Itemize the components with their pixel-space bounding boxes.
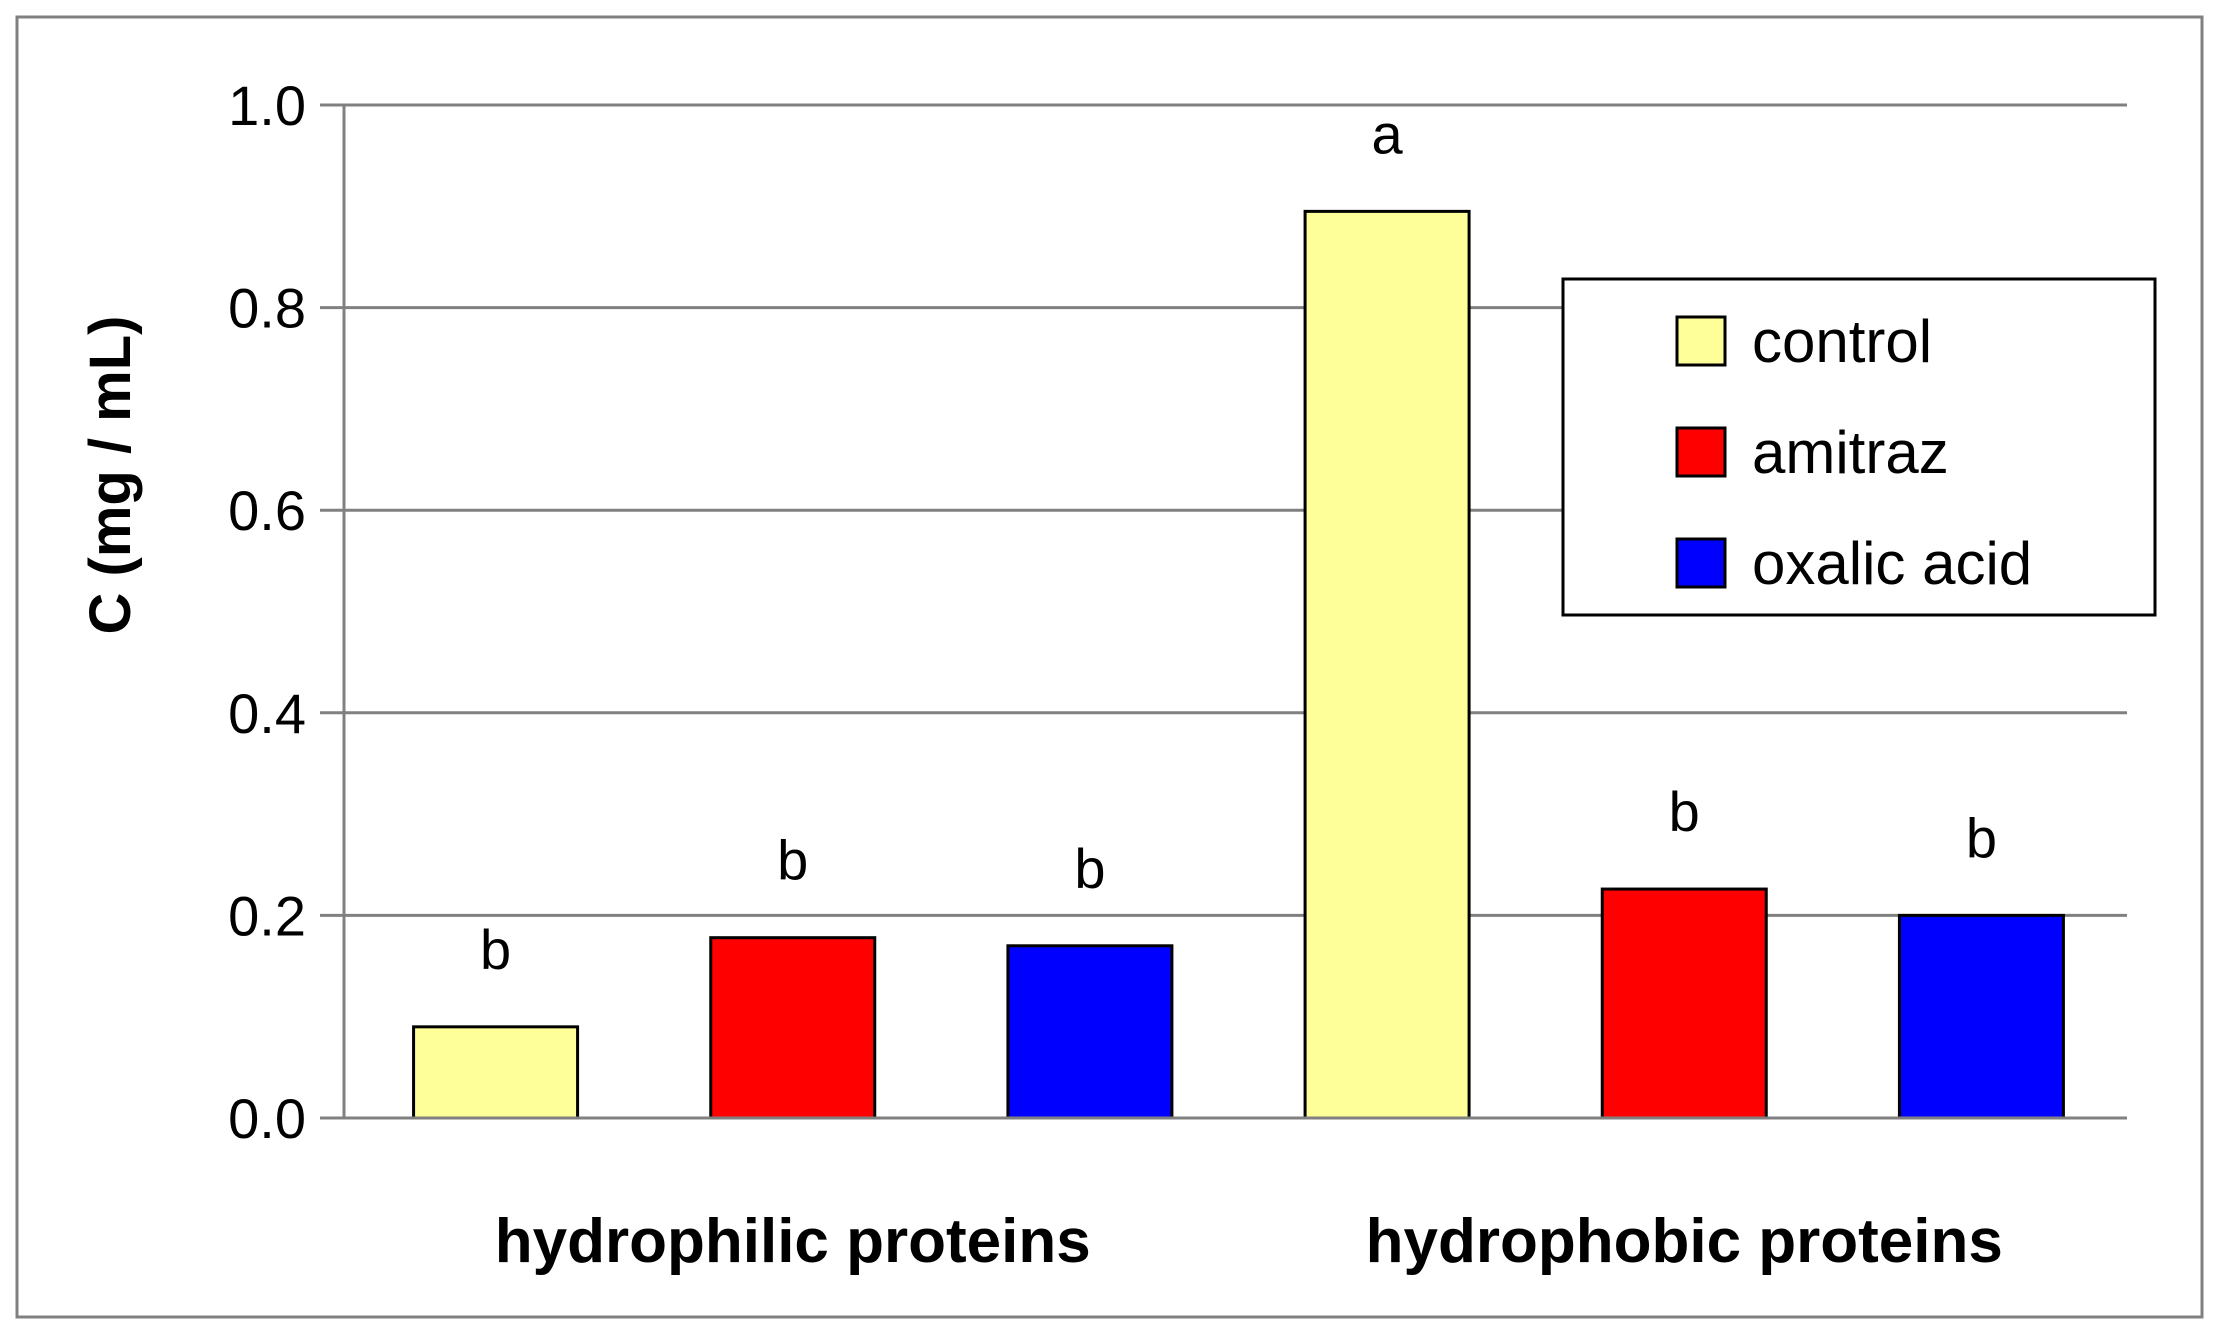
- y-tick-label: 0.2: [228, 884, 306, 947]
- legend-swatch: [1675, 426, 1727, 478]
- significance-label: b: [480, 918, 511, 981]
- y-tick-label: 0.6: [228, 479, 306, 542]
- legend-swatch: [1675, 537, 1727, 589]
- bar: [1897, 913, 2065, 1120]
- y-tick-label: 0.4: [228, 682, 306, 745]
- x-category-label: hydrophobic proteins: [1366, 1207, 2003, 1276]
- bar: [1600, 887, 1768, 1120]
- bars: b b b a b b: [412, 102, 2065, 1120]
- bar: [709, 936, 877, 1120]
- significance-label: b: [1669, 780, 1700, 843]
- axes: 0.0 0.2 0.4 0.6 0.8 1.0 hydrophilic proteins hy…: [228, 74, 2127, 1276]
- gridlines: [344, 103, 2127, 917]
- significance-label: b: [777, 829, 808, 892]
- y-tick-label: 0.8: [228, 277, 306, 340]
- bar: [1303, 209, 1471, 1120]
- legend-label: control: [1752, 308, 1932, 375]
- bar: [412, 1025, 580, 1120]
- significance-label: a: [1372, 102, 1404, 165]
- legend: control amitraz oxalic acid: [1561, 277, 2157, 617]
- significance-label: b: [1074, 837, 1105, 900]
- y-tick-label: 0.0: [228, 1087, 306, 1150]
- significance-label: b: [1966, 806, 1997, 869]
- legend-swatch: [1675, 315, 1727, 367]
- legend-box: [1561, 277, 2157, 617]
- bar: [1006, 944, 1174, 1120]
- y-tick-label: 1.0: [228, 74, 306, 137]
- legend-label: amitraz: [1752, 419, 1949, 486]
- x-category-label: hydrophilic proteins: [495, 1207, 1091, 1276]
- legend-label: oxalic acid: [1752, 530, 2032, 597]
- y-axis-title: C (mg / mL): [78, 316, 143, 635]
